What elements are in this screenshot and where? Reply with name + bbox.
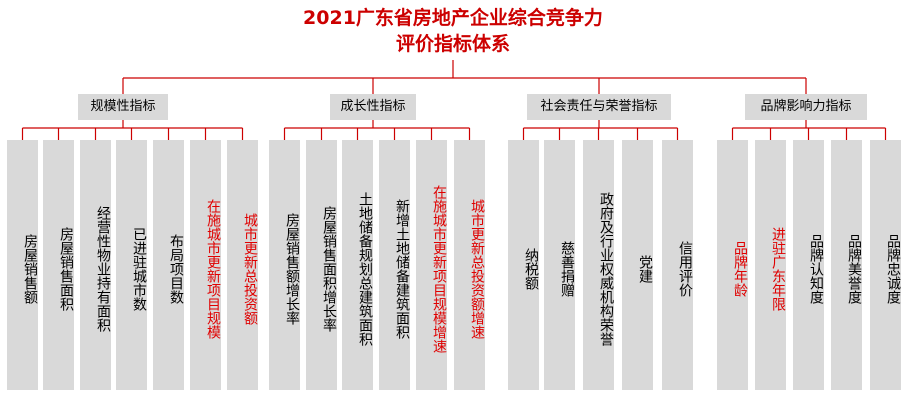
indicator-box: 品牌年龄 (717, 140, 748, 390)
indicator-box: 城市更新总投资额 (227, 140, 258, 390)
indicator-box: 党建 (622, 140, 653, 390)
indicator-box: 品牌美誉度 (831, 140, 862, 390)
indicator-box: 已进驻城市数 (116, 140, 147, 390)
indicator-box: 在施城市更新项目规模增速 (416, 140, 447, 390)
indicator-box: 进驻广东年限 (755, 140, 786, 390)
indicator-box: 房屋销售面积 (43, 140, 74, 390)
indicator-box: 在施城市更新项目规模 (190, 140, 221, 390)
category-box: 成长性指标 (330, 94, 416, 120)
indicator-box: 政府及行业权威机构荣誉 (583, 140, 614, 390)
indicator-box: 城市更新总投资额增速 (454, 140, 485, 390)
indicator-box: 信用评价 (662, 140, 693, 390)
indicator-box: 新增土地储备建筑面积 (379, 140, 410, 390)
indicator-box: 品牌忠诚度 (870, 140, 901, 390)
category-box: 品牌影响力指标 (745, 94, 867, 120)
indicator-box: 纳税额 (508, 140, 539, 390)
diagram-title-line1: 2021广东省房地产企业综合竞争力 (303, 7, 603, 29)
indicator-box: 品牌认知度 (793, 140, 824, 390)
category-box: 社会责任与荣誉指标 (527, 94, 671, 120)
diagram-title-line2: 评价指标体系 (395, 33, 510, 55)
indicator-box: 布局项目数 (153, 140, 184, 390)
indicator-box: 经营性物业持有面积 (80, 140, 111, 390)
indicator-box: 慈善捐赠 (544, 140, 575, 390)
category-box: 规模性指标 (78, 94, 168, 120)
indicator-box: 房屋销售面积增长率 (306, 140, 337, 390)
indicator-box: 房屋销售额 (7, 140, 38, 390)
indicator-box: 土地储备规划总建筑面积 (342, 140, 373, 390)
indicator-box: 房屋销售额增长率 (269, 140, 300, 390)
